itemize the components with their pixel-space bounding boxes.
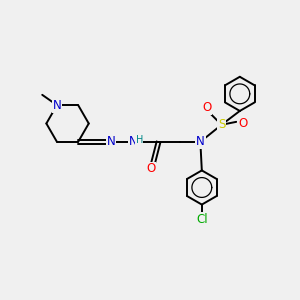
Text: Cl: Cl: [196, 213, 208, 226]
Text: N: N: [196, 135, 205, 148]
Text: O: O: [202, 100, 212, 114]
Text: O: O: [146, 162, 155, 176]
Text: N: N: [107, 135, 116, 148]
Text: O: O: [238, 117, 248, 130]
Text: N: N: [129, 135, 138, 148]
Text: N: N: [52, 99, 61, 112]
Text: S: S: [218, 118, 225, 131]
Text: H: H: [136, 134, 143, 145]
